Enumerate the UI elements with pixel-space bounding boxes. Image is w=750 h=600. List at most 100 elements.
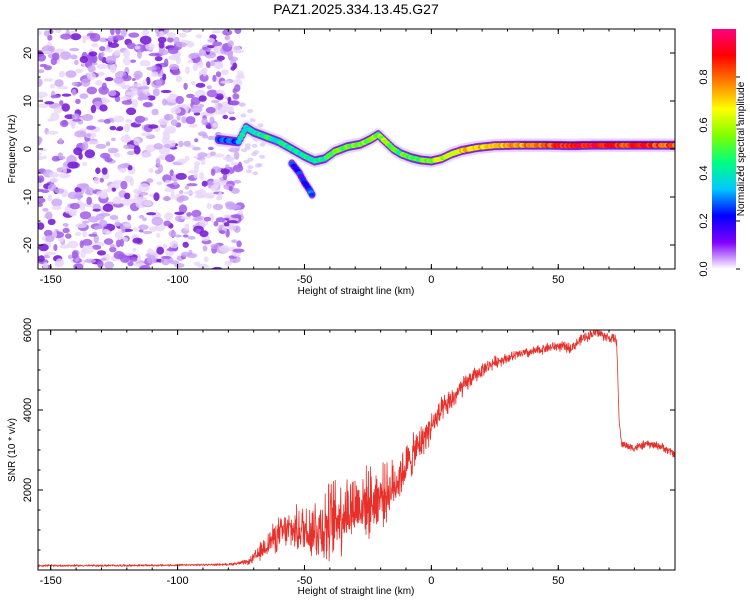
noise-speckle	[67, 161, 79, 169]
noise-speckle	[224, 260, 232, 266]
noise-speckle	[38, 136, 42, 146]
noise-speckle	[134, 73, 141, 81]
noise-speckle	[189, 123, 198, 128]
noise-speckle	[169, 169, 174, 177]
noise-speckle	[126, 42, 136, 50]
noise-speckle	[103, 118, 111, 124]
noise-speckle	[71, 81, 79, 86]
noise-speckle	[206, 203, 212, 210]
noise-speckle	[193, 173, 199, 179]
noise-speckle	[71, 88, 77, 96]
noise-speckle	[99, 212, 111, 217]
spectrogram-x-tick-label: -100	[167, 274, 189, 286]
noise-speckle	[75, 98, 81, 104]
noise-speckle	[41, 50, 52, 54]
noise-speckle	[113, 77, 124, 84]
noise-speckle	[71, 113, 80, 120]
noise-speckle	[50, 94, 61, 99]
signal-track-outline	[520, 141, 675, 144]
noise-speckle	[55, 258, 65, 267]
colorbar-tick-label: 0.6	[698, 117, 710, 132]
noise-speckle	[58, 155, 66, 160]
noise-speckle	[215, 71, 222, 78]
noise-speckle	[82, 35, 87, 44]
noise-speckle	[166, 247, 178, 252]
noise-speckle	[166, 37, 174, 43]
noise-speckle	[151, 108, 159, 116]
spectrogram-y-tick-label: 10	[22, 95, 34, 107]
noise-speckle	[139, 60, 151, 67]
noise-speckle	[175, 95, 184, 105]
noise-speckle	[170, 191, 175, 200]
spectrogram-x-axis-title: Height of straight line (km)	[298, 286, 415, 297]
noise-speckle	[154, 56, 163, 62]
noise-speckle	[122, 85, 130, 90]
noise-speckle	[38, 69, 45, 73]
noise-speckle	[38, 255, 45, 263]
noise-speckle	[38, 222, 45, 230]
noise-speckle	[81, 114, 94, 121]
noise-speckle	[193, 261, 201, 266]
noise-speckle	[132, 237, 142, 244]
noise-speckle	[202, 133, 209, 139]
noise-speckle	[229, 116, 236, 121]
noise-speckle	[233, 151, 240, 160]
noise-speckle	[142, 230, 153, 235]
noise-speckle	[130, 198, 137, 203]
noise-speckle	[112, 196, 123, 205]
noise-speckle	[115, 239, 121, 248]
spectrogram-signal-track	[213, 120, 675, 200]
noise-speckle	[75, 68, 83, 74]
noise-speckle	[232, 45, 242, 54]
noise-speckle	[173, 36, 180, 45]
noise-speckle	[185, 41, 195, 48]
noise-speckle	[206, 89, 219, 98]
noise-speckle	[154, 79, 163, 86]
noise-speckle	[211, 99, 220, 104]
noise-speckle	[91, 43, 99, 48]
noise-speckle	[223, 214, 233, 219]
noise-speckle	[173, 181, 178, 186]
noise-speckle	[47, 194, 53, 202]
noise-speckle	[228, 147, 240, 153]
noise-speckle	[59, 120, 69, 128]
noise-speckle	[95, 143, 107, 149]
noise-speckle	[211, 30, 222, 34]
noise-speckle	[43, 254, 51, 259]
spectrogram-x-tick-label: -50	[297, 274, 313, 286]
noise-speckle	[98, 86, 109, 95]
noise-speckle	[61, 93, 72, 97]
noise-speckle	[137, 86, 150, 90]
noise-speckle	[38, 152, 43, 156]
noise-speckle	[60, 33, 72, 40]
noise-speckle	[257, 123, 264, 128]
snr-y-tick-label: 6000	[22, 318, 34, 342]
noise-speckle	[200, 158, 206, 166]
noise-speckle	[256, 163, 263, 167]
noise-speckle	[210, 184, 218, 192]
noise-speckle	[146, 212, 157, 216]
noise-speckle	[74, 232, 82, 236]
noise-speckle	[232, 88, 238, 94]
noise-speckle	[120, 135, 132, 143]
noise-speckle	[192, 63, 199, 72]
noise-speckle	[142, 217, 147, 222]
noise-speckle	[230, 162, 239, 166]
noise-speckle	[137, 50, 142, 59]
noise-speckle	[113, 115, 125, 123]
noise-speckle	[80, 249, 86, 259]
noise-speckle	[187, 170, 198, 174]
noise-speckle	[123, 223, 132, 227]
noise-speckle	[206, 37, 216, 44]
noise-speckle	[162, 244, 168, 249]
noise-speckle	[184, 185, 190, 190]
snr-y-tick-label: 2000	[22, 478, 34, 502]
noise-speckle	[219, 245, 230, 253]
noise-speckle	[82, 141, 89, 151]
noise-speckle	[168, 230, 177, 237]
noise-speckle	[38, 188, 45, 192]
noise-speckle	[199, 73, 209, 82]
noise-speckle	[237, 70, 244, 78]
noise-speckle	[151, 216, 164, 226]
